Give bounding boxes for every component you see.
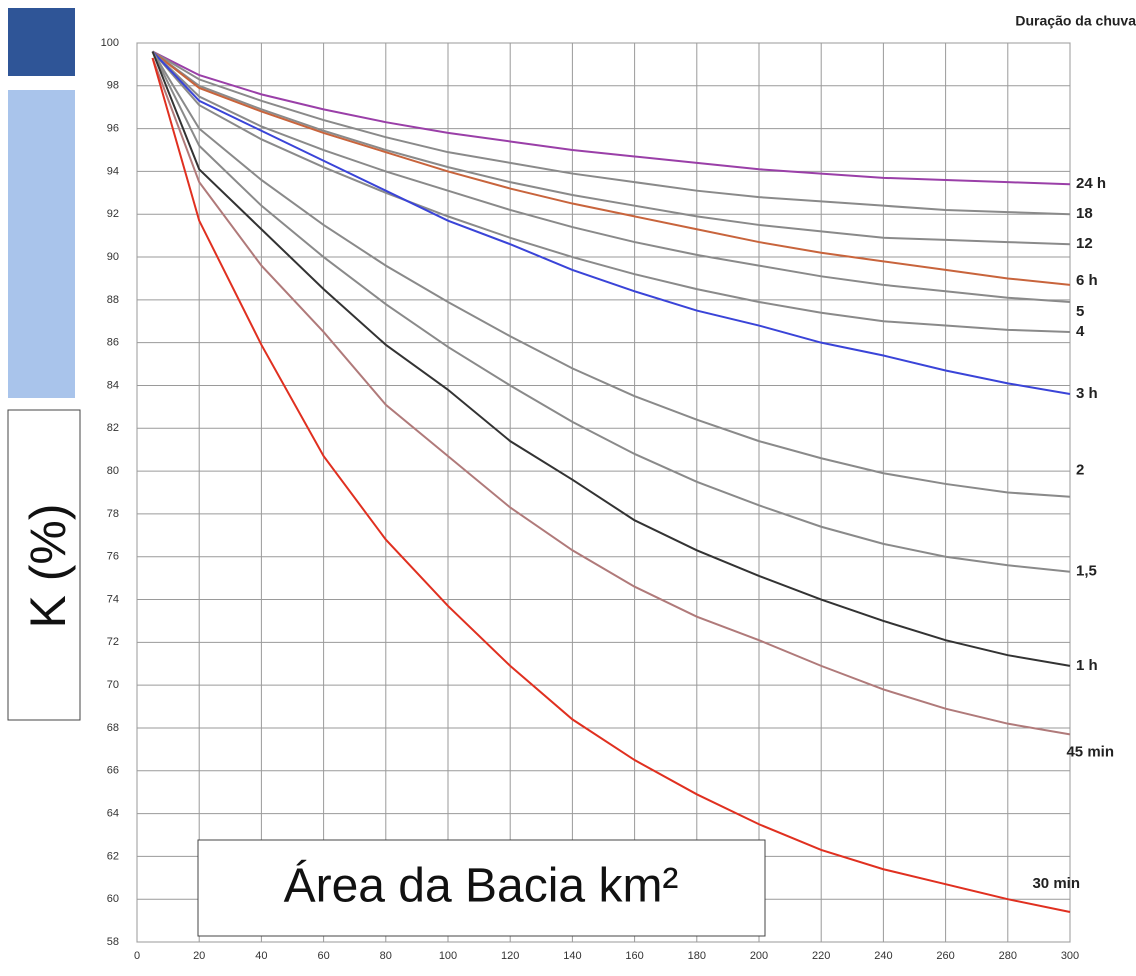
decor-block — [8, 8, 75, 76]
curve — [151, 50, 1071, 333]
x-tick-label: 60 — [317, 950, 329, 962]
series-label: 24 h — [1076, 175, 1106, 192]
x-tick-label: 240 — [874, 950, 892, 962]
series-label: 2 — [1076, 462, 1084, 479]
y-tick-label: 92 — [107, 208, 119, 220]
y-tick-label: 98 — [107, 80, 119, 92]
series-label: 30 min — [1032, 875, 1080, 892]
x-axis-label: Área da Bacia km² — [284, 860, 679, 913]
curve — [151, 50, 1071, 396]
y-tick-label: 82 — [107, 422, 119, 434]
series-label: 5 — [1076, 303, 1084, 320]
x-tick-label: 40 — [255, 950, 267, 962]
y-tick-label: 80 — [107, 465, 119, 477]
ylabel-box — [7, 409, 81, 721]
y-tick-label: 96 — [107, 123, 119, 135]
x-tick-label: 20 — [193, 950, 205, 962]
y-tick-label: 58 — [107, 936, 119, 948]
series-label: 1 h — [1076, 657, 1098, 674]
x-tick-label: 80 — [380, 950, 392, 962]
y-tick-label: 60 — [107, 893, 119, 905]
y-tick-label: 74 — [107, 593, 119, 605]
x-tick-label: 200 — [750, 950, 768, 962]
y-tick-label: 72 — [107, 636, 119, 648]
series-label: 3 h — [1076, 385, 1098, 402]
x-tick-label: 300 — [1061, 950, 1079, 962]
series-label: 45 min — [1066, 743, 1114, 760]
y-tick-label: 66 — [107, 765, 119, 777]
x-tick-label: 160 — [625, 950, 643, 962]
y-tick-label: 64 — [107, 807, 119, 819]
legend-title: Duração da chuva — [1015, 13, 1136, 29]
decor-block — [8, 90, 75, 398]
x-tick-label: 120 — [501, 950, 519, 962]
y-tick-label: 94 — [107, 165, 119, 177]
series-label: 6 h — [1076, 272, 1098, 289]
y-tick-label: 84 — [107, 379, 119, 391]
curve — [151, 50, 1071, 246]
curve — [151, 50, 1071, 286]
series-label: 12 — [1076, 235, 1093, 252]
y-tick-label: 90 — [107, 251, 119, 263]
curve — [152, 50, 1071, 216]
y-axis-label: K (%) — [20, 504, 76, 629]
curve — [151, 50, 1071, 303]
x-tick-label: 260 — [936, 950, 954, 962]
curve — [152, 50, 1071, 186]
plot-area: 0 20 40 60 80 100 120 140 160 180 200 220 240 260 280 3… — [101, 37, 1080, 962]
x-tick-label: 140 — [563, 950, 581, 962]
curve — [151, 57, 1071, 914]
curve — [151, 51, 1071, 667]
plot-background — [136, 42, 1071, 943]
y-tick-label: 88 — [107, 294, 119, 306]
y-tick-label: 86 — [107, 337, 119, 349]
x-tick-label: 220 — [812, 950, 830, 962]
y-tick-label: 100 — [101, 37, 119, 49]
y-tick-label: 68 — [107, 722, 119, 734]
series-label: 4 — [1076, 323, 1085, 340]
y-tick-label: 76 — [107, 551, 119, 563]
x-tick-label: 180 — [688, 950, 706, 962]
xlabel-box — [197, 839, 766, 937]
x-tick-label: 0 — [134, 950, 140, 962]
x-tick-label: 100 — [439, 950, 457, 962]
curve — [151, 51, 1071, 498]
series-label: 18 — [1076, 205, 1093, 222]
curve — [151, 57, 1071, 736]
series-label: 1,5 — [1076, 563, 1097, 580]
curve — [151, 51, 1071, 573]
y-tick-label: 62 — [107, 850, 119, 862]
x-tick-label: 280 — [999, 950, 1017, 962]
y-tick-label: 78 — [107, 508, 119, 520]
y-tick-label: 70 — [107, 679, 119, 691]
